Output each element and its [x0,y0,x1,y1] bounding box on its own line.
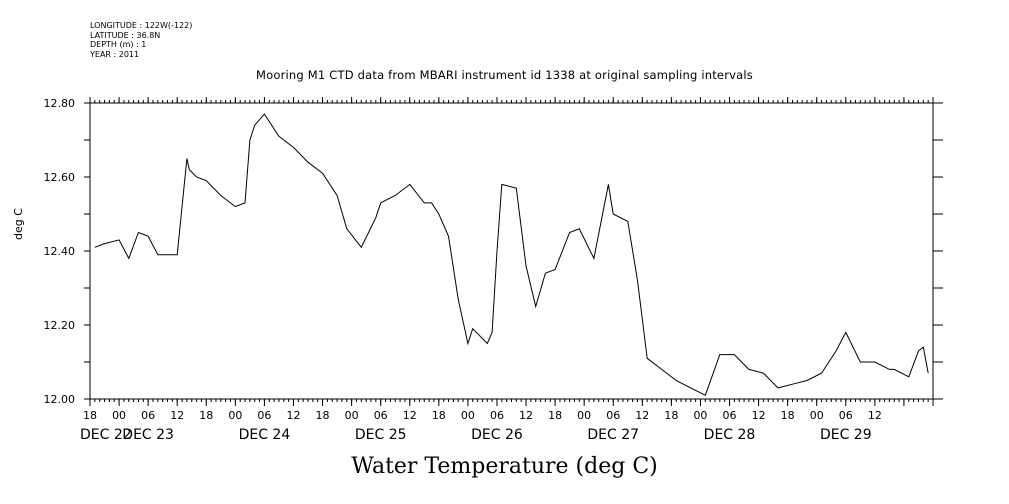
x-tick-label: 12 [519,409,533,422]
x-day-label: DEC 29 [820,427,872,443]
x-tick-label: 00 [461,409,475,422]
x-tick-label: 00 [228,409,242,422]
x-tick-label: 00 [577,409,591,422]
x-tick-label: 12 [170,409,184,422]
x-tick-label: 12 [403,409,417,422]
metadata-block: LONGITUDE : 122W(-122) LATITUDE : 36.8N … [90,21,192,59]
y-axis-ticks: 12.00 12.20 12.40 12.60 12.80 [44,97,943,406]
chart-title: Mooring M1 CTD data from MBARI instrumen… [256,68,753,82]
x-tick-label: 00 [693,409,707,422]
x-tick-label: 06 [141,409,155,422]
x-tick-label: 12 [752,409,766,422]
x-axis-labels: 18 00 06 12 18 00 06 12 18 00 06 12 18 00 06 12 18 00 06 12… [80,409,882,443]
metadata-latitude: LATITUDE : 36.8N [90,30,161,40]
y-tick-label: 12.60 [44,171,76,184]
x-tick-label: 06 [839,409,853,422]
x-day-label: DEC 26 [471,427,523,443]
y-tick-label: 12.20 [44,319,76,332]
x-day-label: DEC 27 [587,427,639,443]
metadata-depth: DEPTH (m) : 1 [90,40,147,49]
x-day-label: DEC 25 [355,427,407,443]
metadata-longitude: LONGITUDE : 122W(-122) [90,21,193,30]
series-line [94,113,929,397]
minor-ticks [89,100,934,402]
chart-caption: Water Temperature (deg C) [351,454,658,479]
x-tick-label: 06 [490,409,504,422]
x-tick-label: 00 [810,409,824,422]
x-tick-label: 06 [374,409,388,422]
x-tick-label: 00 [112,409,126,422]
x-tick-label: 18 [199,409,213,422]
x-tick-label: 00 [345,409,359,422]
x-tick-label: 12 [286,409,300,422]
x-tick-label: 06 [723,409,737,422]
x-day-label: DEC 28 [704,427,756,443]
x-tick-label: 18 [83,409,97,422]
y-tick-label: 12.80 [44,97,76,110]
y-tick-label: 12.40 [44,245,76,258]
x-day-label: DEC 24 [239,427,291,443]
x-tick-label: 06 [257,409,271,422]
metadata-year: YEAR : 2011 [90,49,140,59]
major-ticks [89,97,934,406]
x-tick-label: 18 [664,409,678,422]
plot-frame [89,102,934,400]
x-tick-label: 18 [781,409,795,422]
y-tick-label: 12.00 [44,393,76,406]
x-tick-label: 18 [548,409,562,422]
x-tick-label: 12 [635,409,649,422]
x-tick-label: 18 [432,409,446,422]
x-tick-label: 06 [606,409,620,422]
x-tick-label: 12 [868,409,882,422]
x-day-label: DEC 23 [122,427,174,443]
x-tick-label: 18 [316,409,330,422]
x-day-label: DEC 22 [80,427,132,443]
